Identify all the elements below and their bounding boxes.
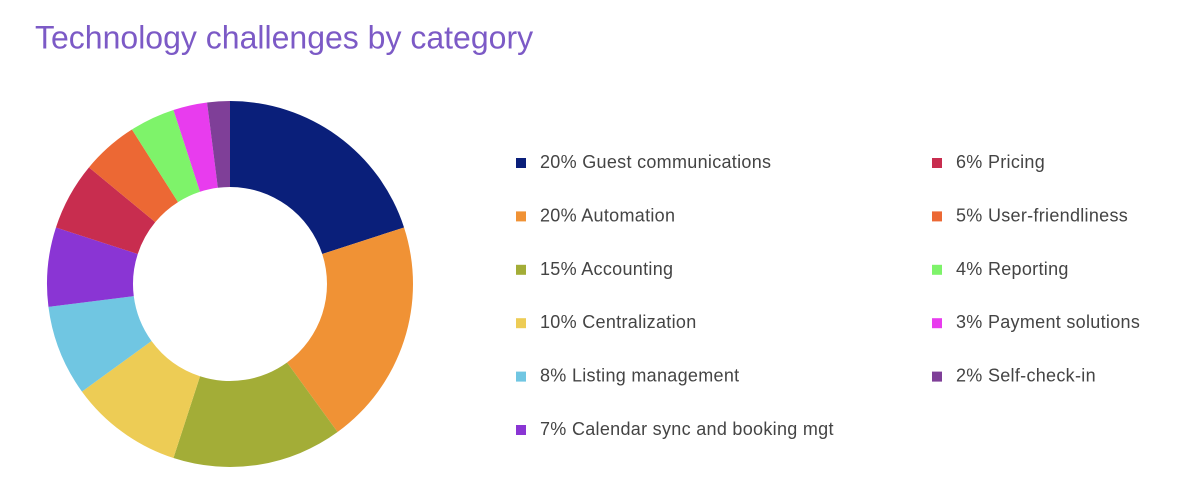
legend-label: 4% Reporting	[956, 259, 1069, 279]
legend-label: 8% Listing management	[540, 365, 739, 385]
legend-swatch	[932, 318, 942, 329]
legend-swatch	[932, 371, 942, 382]
legend-swatch	[932, 264, 942, 275]
legend-value: 10%	[540, 312, 577, 332]
donut-slice	[207, 101, 230, 188]
donut-slice	[55, 167, 156, 255]
legend-label: 10% Centralization	[540, 312, 697, 332]
legend-swatch	[516, 211, 526, 222]
legend-category: Calendar sync and booking mgt	[572, 419, 834, 439]
legend-swatch	[516, 425, 526, 435]
legend-value: 20%	[540, 205, 577, 225]
legend-label: 5% User-friendliness	[956, 205, 1128, 225]
legend-category: Listing management	[572, 365, 740, 385]
legend-swatch	[516, 371, 526, 382]
legend-category: User-friendliness	[988, 205, 1128, 225]
legend-value: 7%	[540, 419, 567, 439]
legend-category: Pricing	[988, 152, 1045, 172]
donut-slice	[173, 362, 338, 467]
legend-label: 7% Calendar sync and booking mgt	[540, 419, 834, 439]
donut-slice	[173, 102, 218, 192]
legend-value: 2%	[956, 365, 983, 385]
legend-category: Payment solutions	[988, 312, 1140, 332]
legend-value: 15%	[540, 259, 577, 279]
donut-slice	[131, 109, 201, 203]
legend-value: 5%	[956, 205, 983, 225]
legend-category: Guest communications	[582, 152, 771, 172]
legend-swatch	[516, 264, 526, 275]
donut-slice	[230, 101, 405, 255]
donut-slice	[81, 341, 201, 459]
legend-swatch	[932, 211, 942, 222]
donut-slice	[46, 227, 138, 307]
legend-swatch	[516, 318, 526, 329]
legend-value: 20%	[540, 152, 577, 172]
legend-value: 8%	[540, 365, 567, 385]
legend-label: 15% Accounting	[540, 259, 673, 279]
legend-category: Self-check-in	[988, 365, 1096, 385]
legend-value: 4%	[956, 259, 983, 279]
legend-label: 2% Self-check-in	[956, 365, 1096, 385]
donut-slice	[88, 129, 179, 223]
legend-category: Centralization	[582, 312, 696, 332]
legend-category: Reporting	[988, 259, 1069, 279]
chart-title: Technology challenges by category	[35, 19, 533, 55]
legend-value: 6%	[956, 152, 983, 172]
donut-slice	[287, 227, 413, 433]
donut-slice	[48, 296, 152, 392]
legend-swatch	[932, 158, 942, 168]
legend-value: 3%	[956, 312, 983, 332]
legend-label: 6% Pricing	[956, 152, 1045, 172]
legend-category: Accounting	[581, 259, 673, 279]
legend-swatch	[516, 158, 526, 168]
legend-label: 3% Payment solutions	[956, 312, 1140, 332]
legend-category: Automation	[581, 205, 675, 225]
legend-label: 20% Guest communications	[540, 152, 771, 172]
legend-label: 20% Automation	[540, 205, 675, 225]
